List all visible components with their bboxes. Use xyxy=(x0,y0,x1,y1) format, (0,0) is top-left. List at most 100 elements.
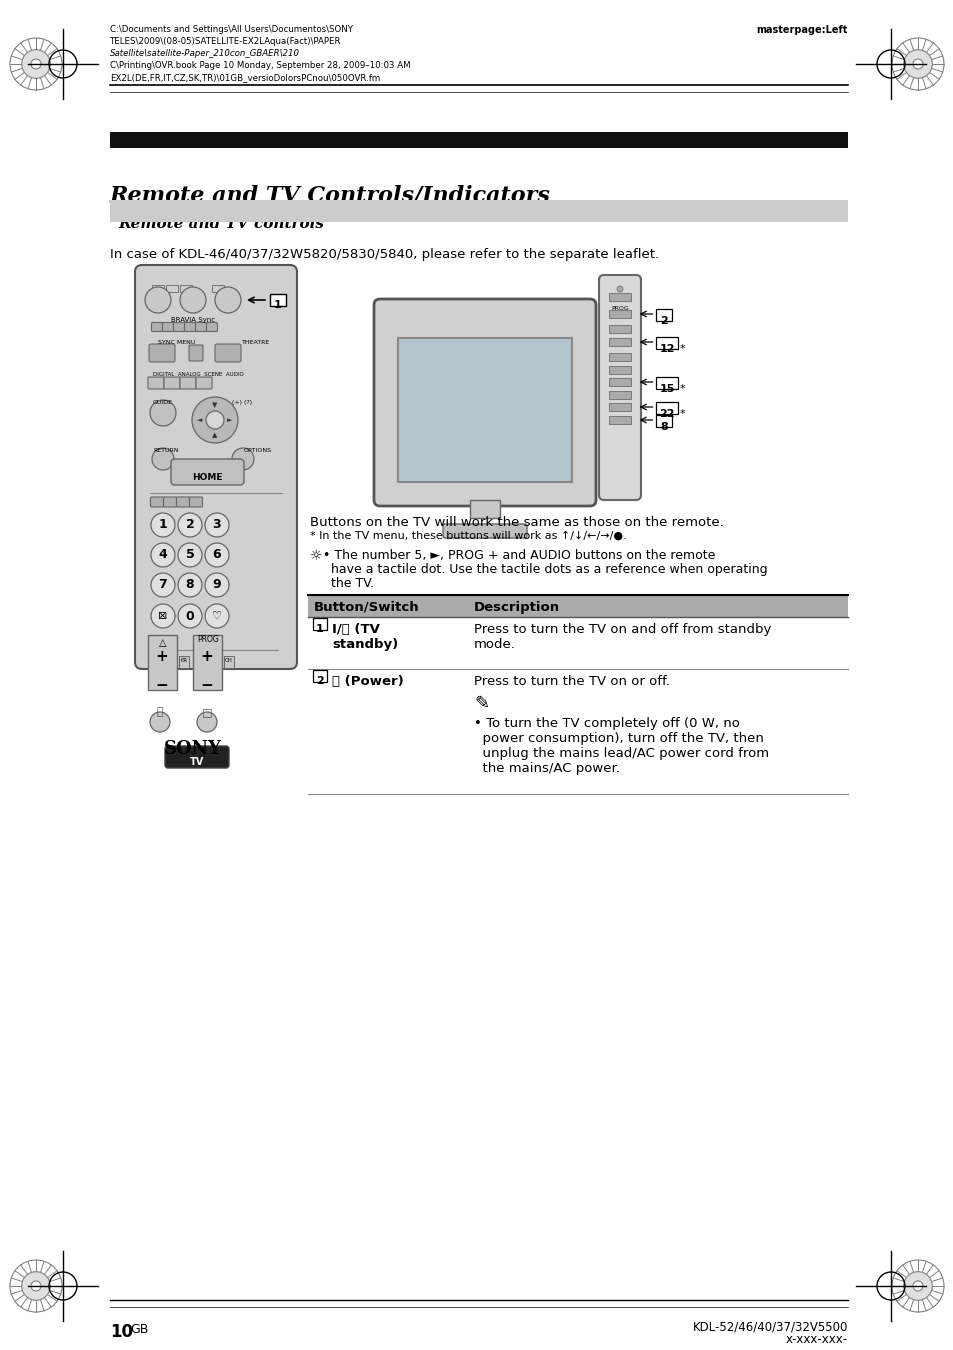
Bar xyxy=(180,285,192,292)
FancyBboxPatch shape xyxy=(135,265,296,670)
FancyBboxPatch shape xyxy=(171,459,244,485)
Text: 3: 3 xyxy=(213,518,221,532)
Bar xyxy=(608,416,630,424)
Text: power consumption), turn off the TV, then: power consumption), turn off the TV, the… xyxy=(474,732,763,745)
Circle shape xyxy=(214,288,241,313)
Circle shape xyxy=(151,543,174,567)
Text: ▲: ▲ xyxy=(213,432,217,437)
Bar xyxy=(313,670,327,682)
Circle shape xyxy=(902,50,931,78)
Text: RETURN: RETURN xyxy=(152,448,178,454)
Text: 9: 9 xyxy=(213,579,221,591)
Text: −: − xyxy=(155,678,168,693)
Text: 1: 1 xyxy=(315,624,323,634)
Bar xyxy=(608,352,630,360)
FancyBboxPatch shape xyxy=(195,377,212,389)
FancyBboxPatch shape xyxy=(189,346,203,360)
Text: standby): standby) xyxy=(332,639,397,651)
Text: masterpage:Left: masterpage:Left xyxy=(756,26,847,35)
Bar xyxy=(656,377,678,389)
Circle shape xyxy=(205,572,229,597)
Text: GUIDE: GUIDE xyxy=(152,400,172,405)
Text: unplug the mains lead/AC power cord from: unplug the mains lead/AC power cord from xyxy=(474,747,768,760)
Bar xyxy=(608,293,630,301)
FancyBboxPatch shape xyxy=(195,323,206,332)
Text: THEATRE: THEATRE xyxy=(241,340,270,346)
FancyBboxPatch shape xyxy=(163,497,176,508)
Text: 2: 2 xyxy=(315,676,323,686)
Text: DIGITAL  ANALOG  SCENE  AUDIO: DIGITAL ANALOG SCENE AUDIO xyxy=(152,373,244,377)
Bar xyxy=(608,404,630,410)
Circle shape xyxy=(152,448,173,470)
Text: * In the TV menu, these buttons will work as ↑/↓/←/→/●.: * In the TV menu, these buttons will wor… xyxy=(310,531,626,541)
FancyBboxPatch shape xyxy=(206,323,217,332)
Text: 7: 7 xyxy=(158,579,167,591)
Text: Button/Switch: Button/Switch xyxy=(314,601,419,614)
Text: have a tactile dot. Use the tactile dots as a reference when operating: have a tactile dot. Use the tactile dots… xyxy=(323,563,767,576)
Bar xyxy=(656,402,678,414)
Text: ER: ER xyxy=(180,657,188,663)
FancyBboxPatch shape xyxy=(176,497,190,508)
Circle shape xyxy=(178,513,202,537)
Text: 4: 4 xyxy=(158,548,167,562)
Text: +: + xyxy=(200,649,213,664)
FancyBboxPatch shape xyxy=(442,524,526,539)
Bar xyxy=(110,132,847,148)
Circle shape xyxy=(178,603,202,628)
Text: 12: 12 xyxy=(659,344,674,354)
Circle shape xyxy=(617,286,622,292)
FancyBboxPatch shape xyxy=(190,497,202,508)
Bar xyxy=(313,618,327,630)
Circle shape xyxy=(22,50,51,78)
Text: BRAVIA Sync: BRAVIA Sync xyxy=(171,317,214,323)
FancyBboxPatch shape xyxy=(173,323,184,332)
Text: 2: 2 xyxy=(186,518,194,532)
Text: 10: 10 xyxy=(110,1323,132,1341)
Bar xyxy=(152,285,164,292)
Bar xyxy=(608,366,630,374)
Bar xyxy=(110,200,847,221)
Circle shape xyxy=(180,288,206,313)
Text: ⊠: ⊠ xyxy=(158,612,168,621)
Bar xyxy=(608,310,630,319)
Bar xyxy=(193,634,222,690)
Text: 22: 22 xyxy=(659,409,674,418)
Circle shape xyxy=(205,603,229,628)
Text: 🔇: 🔇 xyxy=(156,707,163,717)
Text: OPTIONS: OPTIONS xyxy=(244,448,272,454)
Text: In case of KDL-46/40/37/32W5820/5830/5840, please refer to the separate leaflet.: In case of KDL-46/40/37/32W5820/5830/584… xyxy=(110,248,659,261)
Text: (+) (?): (+) (?) xyxy=(232,400,252,405)
Text: TELES\2009\(08-05)SATELLITE-EX2LAqua(Fact)\PAPER: TELES\2009\(08-05)SATELLITE-EX2LAqua(Fac… xyxy=(110,36,341,46)
Circle shape xyxy=(151,572,174,597)
Text: Press to turn the TV on and off from standby: Press to turn the TV on and off from sta… xyxy=(474,622,771,636)
FancyBboxPatch shape xyxy=(151,497,163,508)
Circle shape xyxy=(151,603,174,628)
Text: 2: 2 xyxy=(659,316,667,325)
Text: ◄: ◄ xyxy=(197,417,202,423)
Text: *: * xyxy=(679,409,685,418)
Text: 1: 1 xyxy=(158,518,167,532)
Text: PROG: PROG xyxy=(197,634,218,644)
Text: SONY: SONY xyxy=(164,740,222,757)
Circle shape xyxy=(145,288,171,313)
Text: 8: 8 xyxy=(659,423,667,432)
Text: Satellite\satellite-Paper_210con_GBAER\210: Satellite\satellite-Paper_210con_GBAER\2… xyxy=(110,49,299,58)
Text: the mains/AC power.: the mains/AC power. xyxy=(474,761,619,775)
Bar xyxy=(179,656,189,668)
FancyBboxPatch shape xyxy=(152,323,162,332)
Bar xyxy=(608,338,630,346)
Text: the TV.: the TV. xyxy=(323,576,374,590)
FancyBboxPatch shape xyxy=(164,377,180,389)
Circle shape xyxy=(22,1272,51,1300)
Circle shape xyxy=(912,59,923,69)
Text: Buttons on the TV will work the same as those on the remote.: Buttons on the TV will work the same as … xyxy=(310,516,723,529)
Text: HOME: HOME xyxy=(192,472,222,482)
Text: ♡: ♡ xyxy=(212,612,222,621)
Bar xyxy=(166,285,178,292)
Text: 6: 6 xyxy=(213,548,221,562)
Text: △: △ xyxy=(159,639,167,648)
Text: *: * xyxy=(679,383,685,394)
FancyBboxPatch shape xyxy=(162,323,173,332)
Circle shape xyxy=(178,543,202,567)
Circle shape xyxy=(205,513,229,537)
